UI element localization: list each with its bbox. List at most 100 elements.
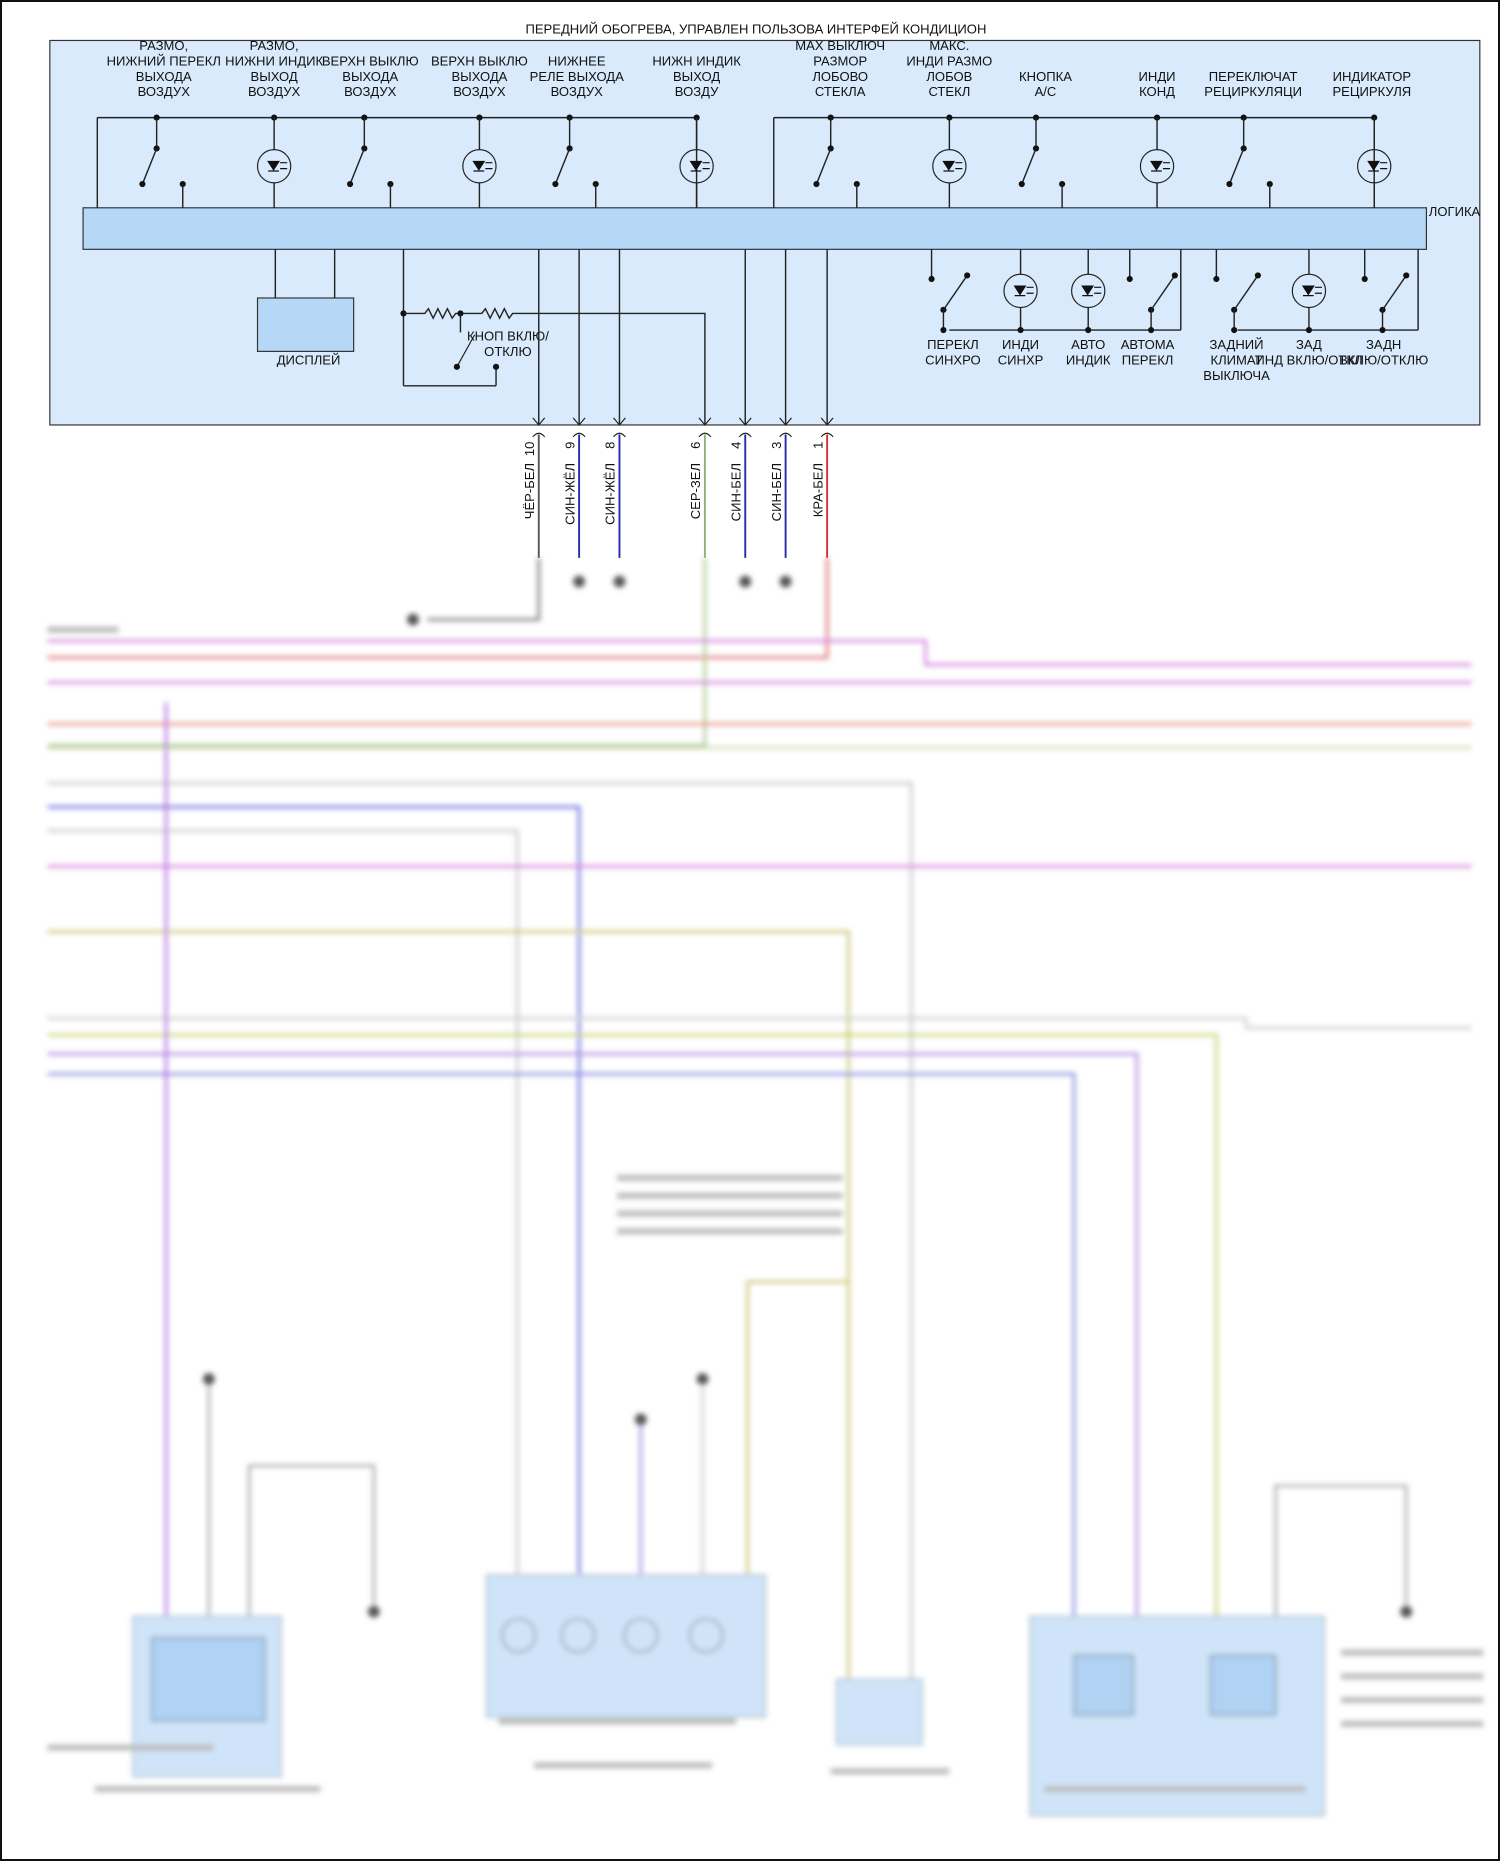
connector-arrow-icon bbox=[698, 417, 712, 438]
pin-number: 9 bbox=[562, 442, 577, 449]
illegible-text bbox=[617, 1228, 843, 1235]
ground-point bbox=[407, 613, 419, 626]
junction-dot bbox=[1059, 180, 1066, 188]
junction-dot bbox=[1240, 145, 1247, 152]
illegible-text bbox=[47, 1744, 214, 1751]
ground-point bbox=[1400, 1605, 1413, 1618]
wire bbox=[247, 1464, 376, 1626]
wire bbox=[1274, 1484, 1408, 1626]
wire bbox=[47, 1033, 1218, 1626]
wire bbox=[47, 639, 1472, 666]
illegible-text bbox=[1340, 1649, 1484, 1656]
component-inner bbox=[1073, 1654, 1134, 1716]
component-box bbox=[1029, 1615, 1325, 1817]
ground-point bbox=[634, 1413, 647, 1426]
wire bbox=[427, 557, 541, 621]
junction-dot bbox=[179, 180, 186, 188]
junction-dot bbox=[928, 275, 935, 283]
ground-point bbox=[613, 575, 626, 588]
illegible-text bbox=[94, 1786, 321, 1793]
component-9: КНОПКА A/C bbox=[1018, 69, 1072, 208]
motor-icon bbox=[688, 1618, 724, 1653]
component-label: ПЕРЕКЛ СИНХРО bbox=[925, 337, 981, 367]
switch-icon bbox=[349, 148, 365, 185]
connector-arrow-icon bbox=[532, 417, 546, 438]
component-box bbox=[836, 1678, 923, 1746]
component-label: ВЕРХН ВЫКЛЮ ВЫХОДА ВОЗДУХ bbox=[322, 53, 419, 99]
resistor-icon bbox=[403, 307, 706, 425]
junction-dot bbox=[346, 180, 354, 188]
pin-number: 3 bbox=[769, 442, 784, 449]
component-label: АВТОМА ПЕРЕКЛ bbox=[1121, 337, 1175, 367]
bottom-component-6: ЗАД ИНД ВКЛЮ/ОТКЛ bbox=[1255, 249, 1363, 367]
pin-number: 4 bbox=[729, 442, 744, 449]
illegible-text bbox=[1044, 1786, 1306, 1793]
junction-dot bbox=[1379, 326, 1386, 334]
pin-number: 1 bbox=[810, 442, 825, 449]
component-label: РАЗМО, НИЖНИ ИНДИК ВЫХОД ВОЗДУХ bbox=[225, 38, 323, 99]
junction-dot bbox=[1403, 272, 1410, 279]
illegible-text bbox=[617, 1210, 843, 1217]
illegible-text bbox=[1340, 1673, 1484, 1680]
component-label: ИНДИ СИНХР bbox=[998, 337, 1044, 367]
wire bbox=[47, 557, 707, 747]
connector-arrow-icon bbox=[572, 417, 586, 438]
ground-point bbox=[696, 1373, 709, 1386]
switch-icon bbox=[1150, 275, 1176, 311]
connector-pin-1: 1 КРА-БЕЛ bbox=[810, 249, 834, 558]
component-label: МАКС. ИНДИ РАЗМО ЛОБОВ СТЕКЛ bbox=[906, 38, 992, 99]
junction-dot bbox=[1266, 180, 1273, 188]
display-label: ДИСПЛЕЙ bbox=[277, 352, 341, 367]
junction-dot bbox=[1126, 275, 1133, 283]
connector-pin-3: 3 СИН-БЕЛ bbox=[769, 249, 792, 558]
junction-dot bbox=[1361, 275, 1368, 283]
junction-dot bbox=[1213, 275, 1220, 283]
illegible-text bbox=[498, 1718, 736, 1725]
component-5: НИЖНЕЕ РЕЛЕ ВЫХОДА ВОЗДУХ bbox=[530, 53, 624, 208]
switch-icon bbox=[1233, 275, 1259, 311]
illegible-text bbox=[47, 626, 119, 633]
junction-dot bbox=[964, 272, 971, 279]
component-label: ИНДИ КОНД bbox=[1139, 69, 1176, 99]
bottom-component-3: АВТО ИНДИК bbox=[1066, 249, 1111, 367]
junction-dot bbox=[1017, 326, 1024, 334]
illegible-text bbox=[617, 1192, 843, 1199]
connector-arrow-icon bbox=[738, 417, 752, 438]
connector-arrow-icon bbox=[779, 417, 792, 438]
switch-icon bbox=[141, 148, 158, 185]
pin-number: 6 bbox=[688, 442, 703, 449]
component-3: ВЕРХН ВЫКЛЮ ВЫХОДА ВОЗДУХ bbox=[322, 53, 419, 208]
onoff-switch-icon bbox=[456, 334, 476, 368]
switch-icon bbox=[1381, 275, 1407, 311]
display-box bbox=[256, 297, 355, 352]
component-label: ПЕРЕКЛЮЧАТ РЕЦИРКУЛЯЦИ bbox=[1204, 69, 1302, 99]
ground-point bbox=[573, 575, 586, 588]
component-label: MAX ВЫКЛЮЧ РАЗМОР ЛОБОВО СТЕКЛА bbox=[795, 38, 885, 99]
pin-number: 8 bbox=[603, 442, 618, 449]
component-10: ИНДИ КОНД bbox=[1139, 69, 1176, 208]
wire-color-label: СИН-БЕЛ bbox=[769, 463, 784, 521]
switch-icon bbox=[1228, 148, 1245, 185]
component-8: МАКС. ИНДИ РАЗМО ЛОБОВ СТЕКЛ bbox=[906, 38, 992, 208]
junction-dot bbox=[552, 180, 559, 188]
wire-color-label: КРА-БЕЛ bbox=[810, 463, 825, 517]
led-icon bbox=[1139, 149, 1175, 184]
wire bbox=[746, 1280, 849, 1579]
junction-dot bbox=[387, 180, 394, 188]
wire bbox=[47, 1052, 1139, 1626]
junction-dot bbox=[813, 180, 820, 188]
junction-dot bbox=[1305, 326, 1313, 334]
component-label: АВТО ИНДИК bbox=[1066, 337, 1111, 367]
ground-point bbox=[739, 575, 752, 588]
junction-dot bbox=[139, 180, 146, 188]
junction-dot bbox=[566, 145, 573, 152]
led-icon bbox=[1071, 273, 1106, 309]
component-6: НИЖН ИНДИК ВЫХОД ВОЗДУ bbox=[652, 53, 741, 208]
connector-pin-9: 9 СИН-ЖЁЛ bbox=[562, 249, 586, 558]
bottom-component-1: ПЕРЕКЛ СИНХРО bbox=[925, 272, 981, 367]
component-12: ИНДИКАТОР РЕЦИРКУЛЯ bbox=[1332, 69, 1411, 208]
component-label: ЗАДН ВКЛЮ/ОТКЛЮ bbox=[1339, 337, 1428, 367]
motor-icon bbox=[623, 1618, 659, 1653]
